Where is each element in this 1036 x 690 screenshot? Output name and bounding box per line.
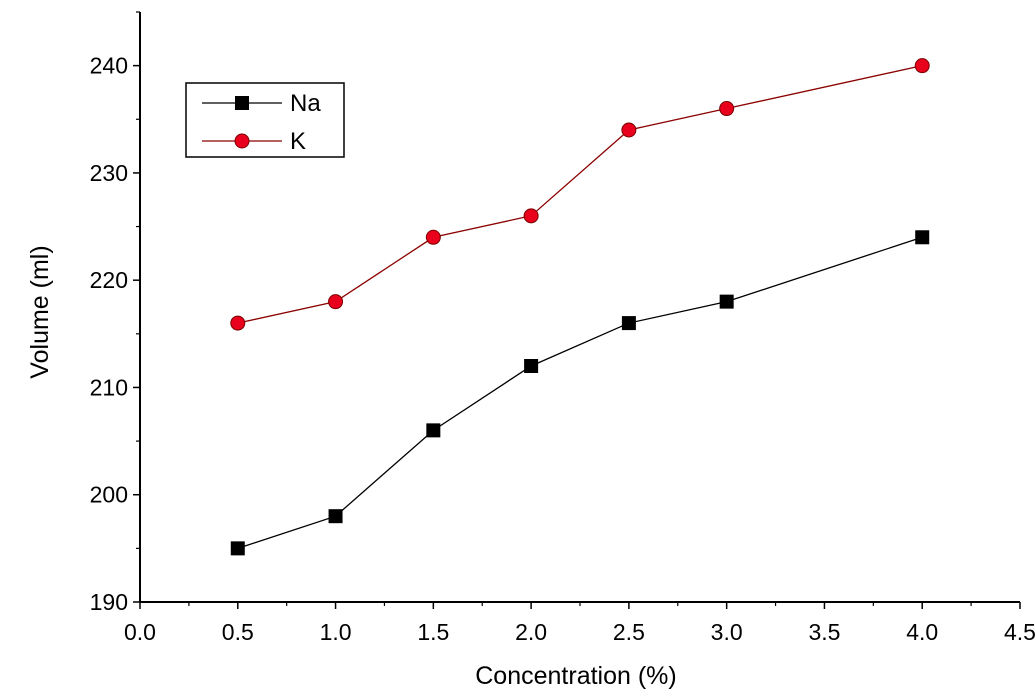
series-layer — [230, 58, 930, 556]
x-tick-label: 1.5 — [417, 619, 449, 645]
data-point-na — [524, 359, 539, 373]
y-tick-label: 220 — [90, 267, 128, 293]
y-tick-label: 200 — [90, 482, 128, 508]
data-point-k — [719, 101, 735, 117]
data-point-na — [426, 423, 441, 438]
x-tick-label: 0.5 — [222, 619, 254, 645]
series-line-na — [237, 236, 923, 549]
y-axis-title: Volume (ml) — [26, 245, 54, 378]
y-axis-ticks: 190 200 210 220 230 240 — [90, 11, 140, 615]
data-point-na — [621, 316, 636, 331]
y-tick-label: 190 — [90, 589, 128, 615]
x-tick-label: 3.5 — [808, 619, 840, 645]
data-point-na — [915, 230, 930, 245]
y-tick-label: 230 — [90, 160, 128, 186]
legend-label-k: K — [290, 128, 306, 155]
legend: Na K — [185, 82, 345, 158]
legend-box — [185, 82, 345, 158]
legend-label-na: Na — [290, 90, 321, 117]
y-tick-label: 240 — [90, 53, 128, 79]
data-point-k — [523, 208, 539, 224]
data-point-na — [328, 509, 343, 524]
data-point-k — [230, 315, 246, 331]
x-tick-label: 2.5 — [613, 619, 645, 645]
x-tick-label: 2.0 — [515, 619, 547, 645]
legend-marker-na — [235, 96, 249, 110]
data-point-k — [328, 294, 344, 310]
data-point-k — [914, 58, 930, 74]
x-tick-label: 4.5 — [1004, 619, 1036, 645]
x-tick-label: 1.0 — [320, 619, 352, 645]
data-point-na — [719, 294, 734, 309]
y-tick-label: 210 — [90, 374, 128, 400]
data-point-k — [425, 229, 441, 245]
legend-marker-k — [234, 133, 250, 149]
data-point-na — [230, 541, 245, 556]
x-tick-label: 3.0 — [711, 619, 743, 645]
x-tick-label: 4.0 — [906, 619, 938, 645]
x-tick-label: 0.0 — [124, 619, 156, 645]
data-point-k — [621, 122, 637, 138]
x-axis-ticks: 0.0 0.5 1.0 1.5 2.0 2.5 3.0 3.5 4.0 4.5 — [124, 602, 1036, 645]
x-axis-title: Concentration (%) — [475, 662, 676, 690]
